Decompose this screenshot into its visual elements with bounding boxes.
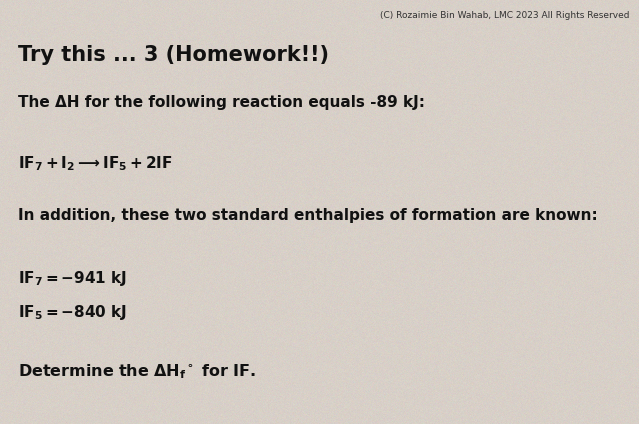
Text: (C) Rozaimie Bin Wahab, LMC 2023 All Rights Reserved: (C) Rozaimie Bin Wahab, LMC 2023 All Rig…	[380, 11, 629, 20]
Text: $\mathbf{IF_5 = {-}840\ kJ}$: $\mathbf{IF_5 = {-}840\ kJ}$	[18, 303, 127, 322]
Text: In addition, these two standard enthalpies of formation are known:: In addition, these two standard enthalpi…	[18, 208, 597, 223]
Text: Try this ... 3 (Homework!!): Try this ... 3 (Homework!!)	[18, 45, 329, 64]
Text: $\mathbf{Determine\ the\ \Delta H_f{^\circ}\ for\ IF.}$: $\mathbf{Determine\ the\ \Delta H_f{^\ci…	[18, 363, 256, 381]
Text: $\mathbf{IF_7 = {-}941\ kJ}$: $\mathbf{IF_7 = {-}941\ kJ}$	[18, 269, 127, 288]
Text: $\mathbf{IF_7 + I_2 \longrightarrow IF_5 + 2IF}$: $\mathbf{IF_7 + I_2 \longrightarrow IF_5…	[18, 155, 173, 173]
Text: The ΔH for the following reaction equals -89 kJ:: The ΔH for the following reaction equals…	[18, 95, 425, 110]
